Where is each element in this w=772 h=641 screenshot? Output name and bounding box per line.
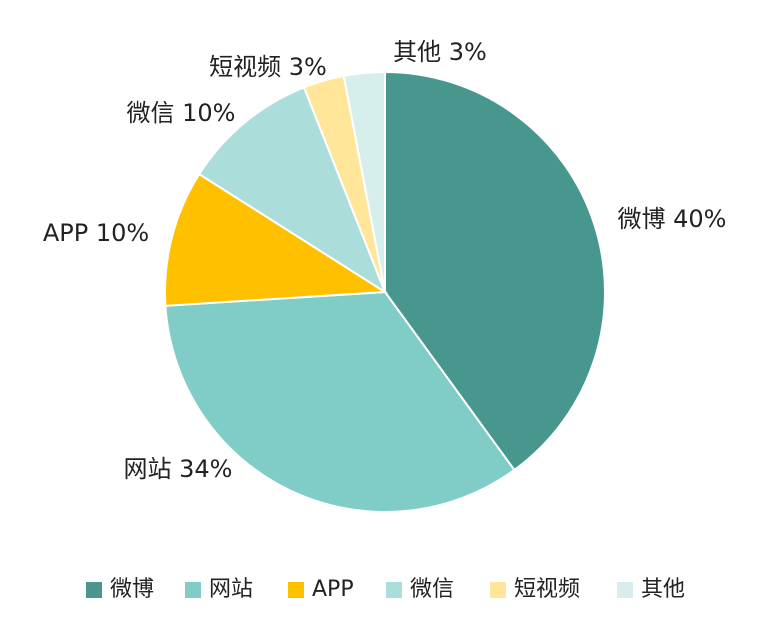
legend-label-4: 短视频 xyxy=(514,577,580,602)
slice-label-1: 网站 34% xyxy=(124,455,233,483)
slice-label-2: APP 10% xyxy=(43,219,149,247)
legend-label-0: 微博 xyxy=(110,577,154,602)
legend-label-2: APP xyxy=(312,577,354,602)
pie-slice-5 xyxy=(342,70,386,293)
pie-slice-1 xyxy=(164,290,516,513)
legend-swatch-3 xyxy=(386,582,402,598)
slice-labels: 微博 40% 网站 34% APP 10% 微信 10% 短视频 3% 其他 3% xyxy=(43,38,727,483)
legend-label-3: 微信 xyxy=(410,577,454,602)
pie-slices xyxy=(164,70,606,513)
pie-slice-2 xyxy=(164,172,389,307)
slice-label-3: 微信 10% xyxy=(127,99,236,127)
pie-slice-0 xyxy=(384,70,606,472)
slice-label-0: 微博 40% xyxy=(618,205,727,233)
slice-label-5: 其他 3% xyxy=(393,38,487,66)
legend-swatch-1 xyxy=(185,582,201,598)
legend: 微博 网站 APP 微信 短视频 其他 xyxy=(86,577,685,602)
legend-swatch-4 xyxy=(490,582,506,598)
legend-label-5: 其他 xyxy=(641,577,685,602)
slice-label-4: 短视频 3% xyxy=(209,53,327,81)
legend-swatch-2 xyxy=(288,582,304,598)
legend-label-1: 网站 xyxy=(209,577,253,602)
legend-swatch-5 xyxy=(617,582,633,598)
pie-slice-3 xyxy=(197,86,388,295)
legend-swatch-0 xyxy=(86,582,102,598)
